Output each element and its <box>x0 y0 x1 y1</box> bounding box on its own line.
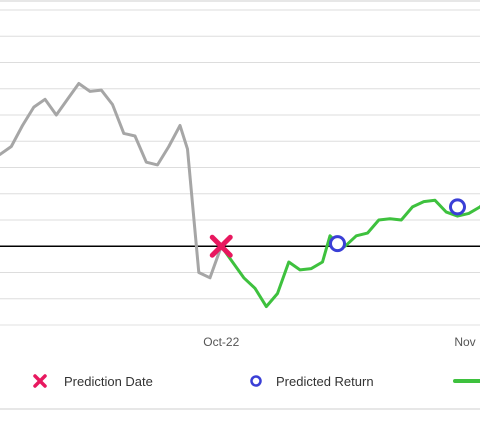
cross-stroke <box>209 234 233 258</box>
grid-lines <box>0 9 480 326</box>
legend-cross-icon <box>33 374 47 388</box>
x-axis-ticks: Oct-22 Nov <box>203 335 475 349</box>
marker-layer <box>209 198 466 258</box>
legend-label: Predicted Return <box>276 374 374 389</box>
legend-label: Prediction Date <box>64 374 153 389</box>
series-layer <box>0 82 480 309</box>
history-line <box>0 82 223 280</box>
prediction-line <box>219 198 480 309</box>
predicted-return-marker <box>329 235 346 253</box>
x-tick-label: Nov <box>454 335 475 349</box>
plot-border <box>0 0 480 410</box>
x-tick-label: Oct-22 <box>203 335 239 349</box>
legend: Prediction Date Predicted Return <box>33 374 480 389</box>
legend-circle-icon <box>250 375 262 387</box>
prediction-date-marker <box>209 234 233 258</box>
legend-item: Prediction Date <box>33 374 153 389</box>
predicted-return-marker <box>449 198 466 216</box>
legend-item: Predicted Return <box>250 374 374 389</box>
